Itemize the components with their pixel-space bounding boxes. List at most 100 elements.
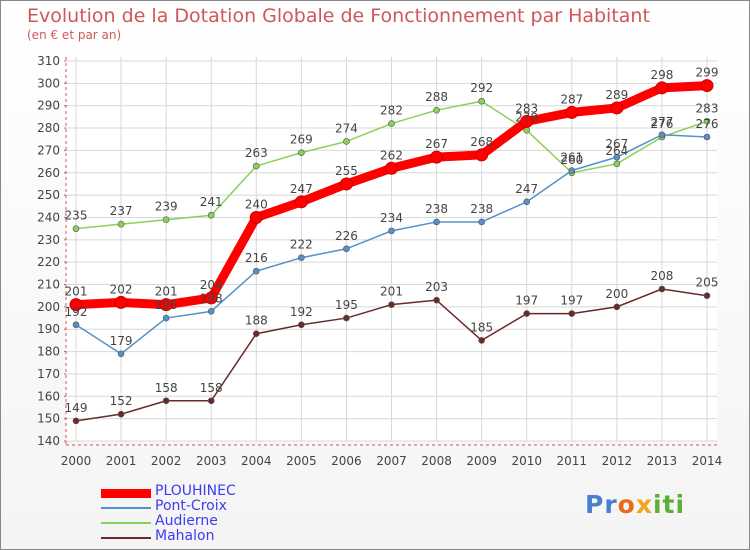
data-label: 282 <box>380 104 403 118</box>
data-label: 287 <box>560 92 583 106</box>
x-tick-label: 2004 <box>241 454 272 468</box>
data-label: 276 <box>696 117 719 131</box>
y-tick-label: 240 <box>37 210 60 224</box>
data-label: 222 <box>290 238 313 252</box>
data-label: 279 <box>515 110 538 124</box>
data-point <box>298 254 305 262</box>
data-label: 255 <box>335 164 358 178</box>
data-label: 201 <box>155 285 178 299</box>
y-tick-label: 280 <box>37 121 60 135</box>
data-label: 283 <box>696 101 719 115</box>
data-point <box>433 218 440 226</box>
data-label: 283 <box>515 101 538 115</box>
data-point <box>159 298 173 312</box>
data-label: 185 <box>470 320 493 334</box>
legend-swatch <box>101 537 151 539</box>
y-tick-label: 160 <box>37 389 60 403</box>
data-point <box>343 138 350 145</box>
data-label: 216 <box>245 251 268 265</box>
y-tick-label: 210 <box>37 278 60 292</box>
data-label: 202 <box>110 282 133 296</box>
data-point <box>249 210 263 224</box>
data-point <box>478 218 485 226</box>
y-tick-label: 180 <box>37 345 60 359</box>
data-label: 208 <box>650 269 673 283</box>
data-point <box>478 337 485 344</box>
data-point <box>252 267 260 275</box>
data-point <box>700 79 714 93</box>
data-point <box>207 211 215 219</box>
data-label: 195 <box>335 298 358 312</box>
proxiti-logo: Proxiti <box>585 490 686 519</box>
data-label: 158 <box>200 381 223 395</box>
data-point <box>520 114 534 128</box>
data-label: 201 <box>65 285 88 299</box>
data-label: 238 <box>470 202 493 216</box>
data-label: 192 <box>65 305 88 319</box>
data-label: 241 <box>200 195 223 209</box>
data-label: 205 <box>696 276 719 290</box>
legend-swatch <box>101 507 151 509</box>
data-label: 263 <box>245 146 268 160</box>
data-label: 198 <box>200 291 223 305</box>
data-label: 197 <box>515 294 538 308</box>
data-point <box>72 417 80 425</box>
y-tick-label: 310 <box>37 54 60 68</box>
x-tick-label: 2008 <box>421 454 452 468</box>
data-point <box>72 321 80 329</box>
data-point <box>252 330 260 338</box>
data-label: 289 <box>605 88 628 102</box>
data-point <box>523 310 531 317</box>
data-point <box>162 314 170 322</box>
x-tick-label: 2009 <box>466 454 497 468</box>
data-label: 200 <box>605 287 628 301</box>
data-point <box>568 310 576 317</box>
legend-label: Audierne <box>155 513 218 529</box>
data-label: 188 <box>245 314 268 328</box>
data-point <box>613 153 621 161</box>
data-label: 299 <box>696 66 719 80</box>
legend-label: PLOUHINEC <box>155 483 236 499</box>
data-point <box>430 150 444 164</box>
data-point <box>703 133 711 141</box>
x-tick-label: 2014 <box>692 454 723 468</box>
x-tick-label: 2013 <box>647 454 678 468</box>
data-point <box>298 149 305 156</box>
y-tick-label: 270 <box>37 143 60 157</box>
x-tick-label: 2003 <box>196 454 227 468</box>
data-point <box>610 101 624 115</box>
x-tick-label: 2000 <box>61 454 92 468</box>
y-tick-label: 300 <box>37 76 60 90</box>
data-label: 260 <box>560 153 583 167</box>
data-point <box>475 148 489 162</box>
y-tick-label: 190 <box>37 322 60 336</box>
y-tick-label: 260 <box>37 166 60 180</box>
data-point <box>703 292 711 300</box>
data-label: 234 <box>380 211 403 225</box>
data-point <box>207 397 215 405</box>
data-label: 149 <box>65 401 88 415</box>
x-tick-label: 2001 <box>106 454 137 468</box>
data-point <box>658 285 666 293</box>
x-tick-label: 2010 <box>511 454 542 468</box>
data-label: 267 <box>605 137 628 151</box>
data-point <box>162 397 170 405</box>
data-point <box>339 177 353 191</box>
data-point <box>162 216 170 224</box>
data-label: 179 <box>110 334 133 348</box>
data-point <box>294 195 308 209</box>
data-label: 237 <box>110 204 133 218</box>
data-label: 247 <box>290 182 313 196</box>
data-label: 197 <box>560 294 583 308</box>
data-label: 152 <box>110 394 133 408</box>
data-label: 267 <box>425 137 448 151</box>
y-tick-label: 290 <box>37 99 60 113</box>
data-label: 292 <box>470 81 493 95</box>
data-point <box>72 225 80 232</box>
y-tick-label: 230 <box>37 233 60 247</box>
data-point <box>613 160 621 168</box>
data-point <box>298 321 305 329</box>
data-point <box>117 220 125 228</box>
